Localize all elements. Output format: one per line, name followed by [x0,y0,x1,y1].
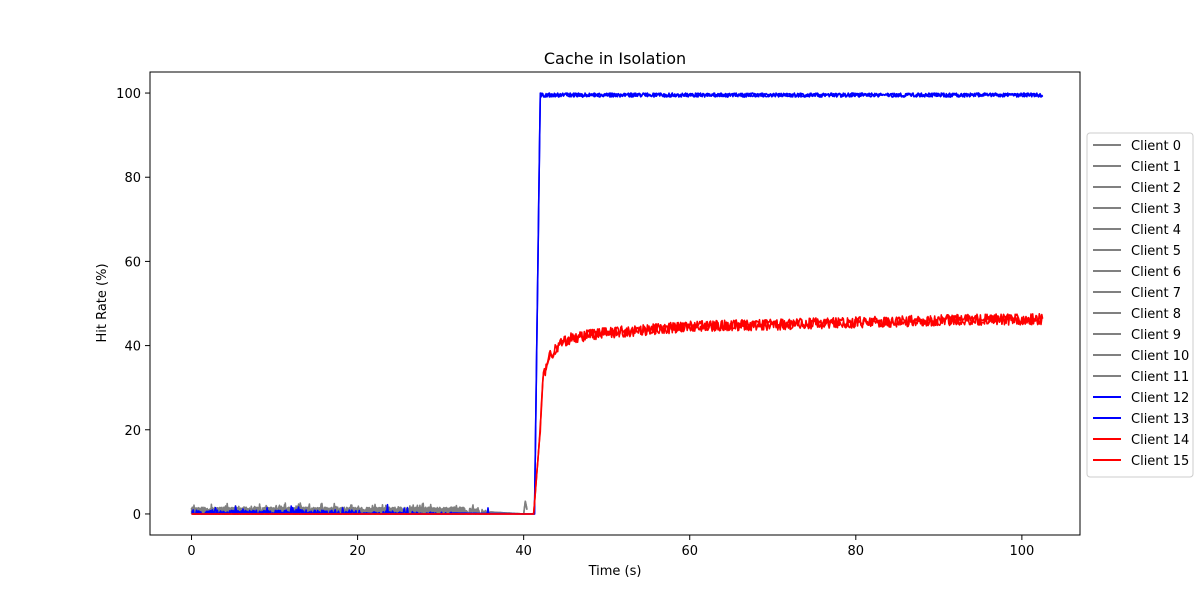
legend-label: Client 13 [1131,412,1189,427]
x-tick-label: 80 [848,544,865,559]
plot-area [190,92,1044,515]
legend-label: Client 6 [1131,265,1181,280]
legend-label: Client 1 [1131,160,1181,175]
x-tick-label: 60 [681,544,698,559]
legend-label: Client 5 [1131,244,1181,259]
chart-title: Cache in Isolation [544,49,686,68]
x-tick-label: 0 [187,544,195,559]
legend: Client 0 Client 1 Client 2 Client 3 Client 4… [1086,132,1194,478]
x-tick-label: 40 [515,544,532,559]
legend-label: Client 15 [1131,454,1189,469]
legend-label: Client 12 [1131,391,1189,406]
series-line-14 [191,313,1044,515]
y-tick-label: 80 [124,171,141,186]
x-axis-label: Time (s) [588,564,642,579]
legend-box [1086,132,1194,478]
legend-label: Client 10 [1131,349,1189,364]
legend-label: Client 2 [1131,181,1181,196]
legend-label: Client 11 [1131,370,1189,385]
legend-label: Client 7 [1131,286,1181,301]
axes: 0 20 40 60 80 100 0 20 40 60 80 100 [116,71,1081,559]
y-axis-label: Hit Rate (%) [95,263,110,342]
y-tick-label: 60 [124,255,141,270]
legend-label: Client 3 [1131,202,1181,217]
series-line-15 [191,312,1044,515]
legend-label: Client 14 [1131,433,1189,448]
y-tick-label: 20 [124,424,141,439]
series-line-13 [191,92,1044,515]
x-tick-label: 100 [1009,544,1034,559]
plot-frame [149,71,1081,536]
legend-label: Client 0 [1131,139,1181,154]
y-tick-label: 40 [124,340,141,355]
legend-label: Client 4 [1131,223,1181,238]
legend-label: Client 8 [1131,307,1181,322]
legend-label: Client 9 [1131,328,1181,343]
y-tick-label: 100 [116,87,141,102]
x-tick-label: 20 [349,544,366,559]
series-line-12 [191,92,1044,515]
y-tick-label: 0 [133,508,141,523]
